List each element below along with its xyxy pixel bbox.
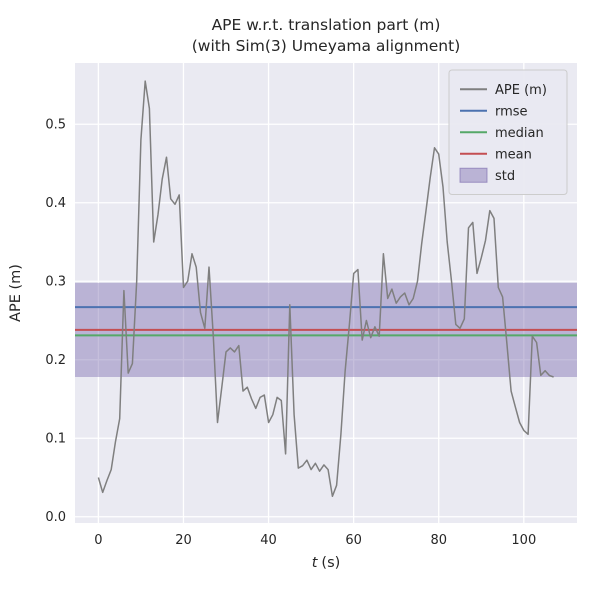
y-tick-label: 0.5 — [45, 118, 66, 133]
legend-swatch-patch — [459, 167, 488, 183]
legend-label: std — [495, 169, 515, 184]
legend-box — [448, 69, 568, 195]
ape-line — [97, 80, 554, 498]
legend-label: mean — [495, 147, 532, 162]
y-tick-label: 0.0 — [45, 510, 66, 525]
x-axis-label-variable: t — [312, 555, 319, 571]
y-tick-label: 0.3 — [45, 275, 66, 290]
y-tick-label: 0.1 — [45, 432, 66, 447]
legend-label: median — [495, 126, 544, 141]
chart-title-line1: APE w.r.t. translation part (m) — [212, 16, 441, 34]
y-tick-label: 0.2 — [45, 353, 66, 368]
x-tick-label: 0 — [94, 533, 102, 548]
x-tick-label: 80 — [430, 533, 447, 548]
x-tick-label: 40 — [260, 533, 277, 548]
y-tick-label: 0.4 — [45, 196, 66, 211]
tick-labels: 0 20 40 60 80 100 0.0 0.1 0.2 0.3 0.4 0.5 — [45, 118, 536, 548]
legend-label: rmse — [495, 104, 528, 119]
gridlines — [75, 63, 577, 523]
legend-label: APE (m) — [495, 83, 547, 98]
y-axis-label: APE (m) — [8, 264, 24, 322]
chart-title-line2: (with Sim(3) Umeyama alignment) — [192, 37, 461, 55]
legend: APE (m) rmse median mean std — [448, 69, 568, 195]
x-tick-label: 60 — [345, 533, 362, 548]
x-tick-label: 100 — [511, 533, 536, 548]
x-tick-label: 20 — [175, 533, 192, 548]
series-layer — [75, 80, 577, 498]
x-axis-label-unit: (s) — [321, 555, 340, 571]
x-axis-label: t (s) — [312, 555, 341, 571]
